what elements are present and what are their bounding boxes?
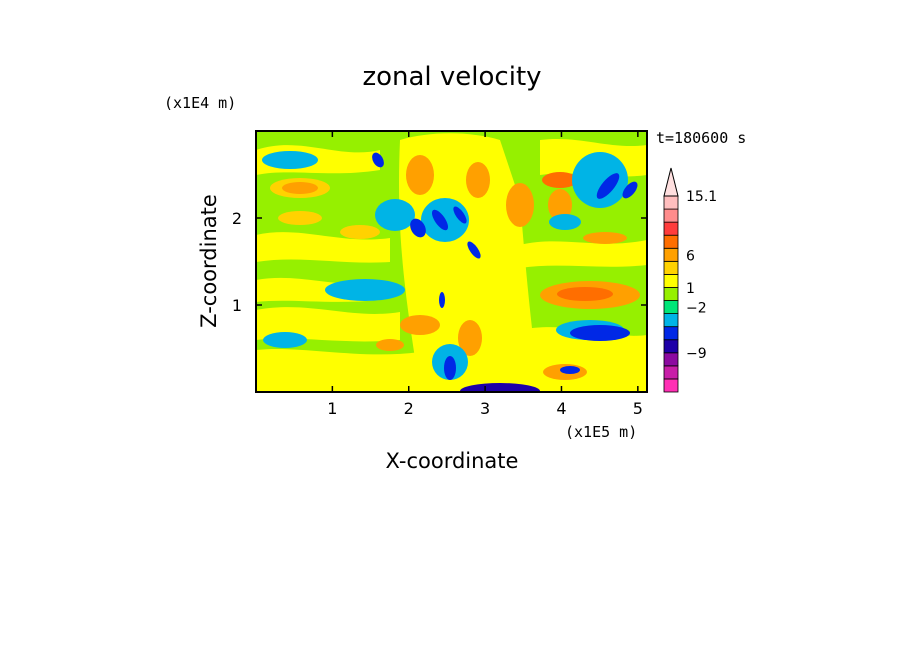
velocity-field: [256, 131, 647, 392]
colorbar-swatch: [663, 352, 679, 367]
x-axis-unit: (x1E5 m): [565, 423, 637, 441]
colorbar-swatch: [663, 260, 679, 275]
colorbar-swatch: [663, 208, 679, 223]
blue-core: [467, 241, 481, 259]
cyan-patch: [262, 151, 318, 169]
colorbar-label: 6: [686, 248, 695, 264]
yellow-band: [256, 348, 420, 392]
x-tick-label: 3: [480, 399, 490, 418]
colorbar-label: −9: [686, 346, 707, 362]
cyan-patch: [549, 214, 581, 230]
colorbar: 15.1 6 1 −2 −9: [663, 167, 717, 393]
blue-core: [560, 366, 580, 374]
orange-patch: [458, 320, 482, 356]
blue-core: [431, 209, 449, 231]
yellow-band: [520, 240, 647, 268]
cyan-patch: [375, 199, 415, 231]
blue-core: [596, 173, 620, 199]
colorbar-swatch: [663, 273, 679, 288]
time-label: t=180600 s: [656, 129, 746, 147]
blue-core: [570, 325, 630, 341]
colorbar-swatch: [663, 195, 679, 210]
x-tick-label: 4: [556, 399, 566, 418]
colorbar-extend-arrow: [663, 167, 679, 197]
colorbar-swatch: [663, 300, 679, 314]
colorbar-label: −2: [686, 300, 707, 316]
x-axis-label: X-coordinate: [386, 449, 519, 473]
orange-patch: [340, 225, 380, 239]
x-axis: 1 2 3 4 5: [327, 131, 643, 418]
colorbar-label: 1: [686, 281, 695, 297]
colorbar-swatch: [663, 365, 679, 380]
orange-patch: [376, 339, 404, 351]
orange-patch: [278, 211, 322, 225]
colorbar-label: 15.1: [686, 189, 717, 205]
blue-core: [460, 383, 540, 392]
blue-core: [410, 218, 426, 238]
y-axis: 12: [232, 209, 647, 315]
colorbar-swatch: [663, 234, 679, 249]
blue-core: [444, 356, 456, 380]
x-tick-label: 1: [327, 399, 337, 418]
cyan-patch: [325, 279, 405, 301]
orange-patch: [557, 287, 613, 301]
blue-core: [453, 206, 467, 224]
orange-patch: [466, 162, 490, 198]
orange-patch: [400, 315, 440, 335]
colorbar-swatch: [663, 326, 679, 341]
blue-core: [372, 152, 384, 168]
colorbar-swatch: [663, 339, 679, 354]
colorbar-swatch: [663, 287, 679, 301]
y-axis-unit: (x1E4 m): [164, 94, 236, 112]
y-tick-label: 1: [232, 296, 242, 315]
orange-patch: [406, 155, 434, 195]
colorbar-swatch: [663, 221, 679, 236]
colorbar-swatch: [663, 247, 679, 262]
orange-patch: [548, 189, 572, 221]
orange-patch: [506, 183, 534, 227]
blue-core: [622, 181, 638, 199]
colorbar-swatch: [663, 313, 679, 328]
y-tick-label: 2: [232, 209, 242, 228]
chart-title: zonal velocity: [362, 62, 541, 92]
plot-frame: [255, 130, 648, 393]
colorbar-swatch: [663, 378, 679, 393]
orange-patch: [542, 172, 578, 188]
yellow-band: [256, 232, 390, 263]
y-axis-label: Z-coordinate: [197, 194, 221, 328]
orange-patch: [583, 232, 627, 244]
cyan-patch: [572, 152, 628, 208]
orange-patch: [282, 182, 318, 194]
cyan-patch: [263, 332, 307, 348]
blue-core: [439, 292, 445, 308]
x-tick-label: 5: [633, 399, 643, 418]
x-tick-label: 2: [404, 399, 414, 418]
